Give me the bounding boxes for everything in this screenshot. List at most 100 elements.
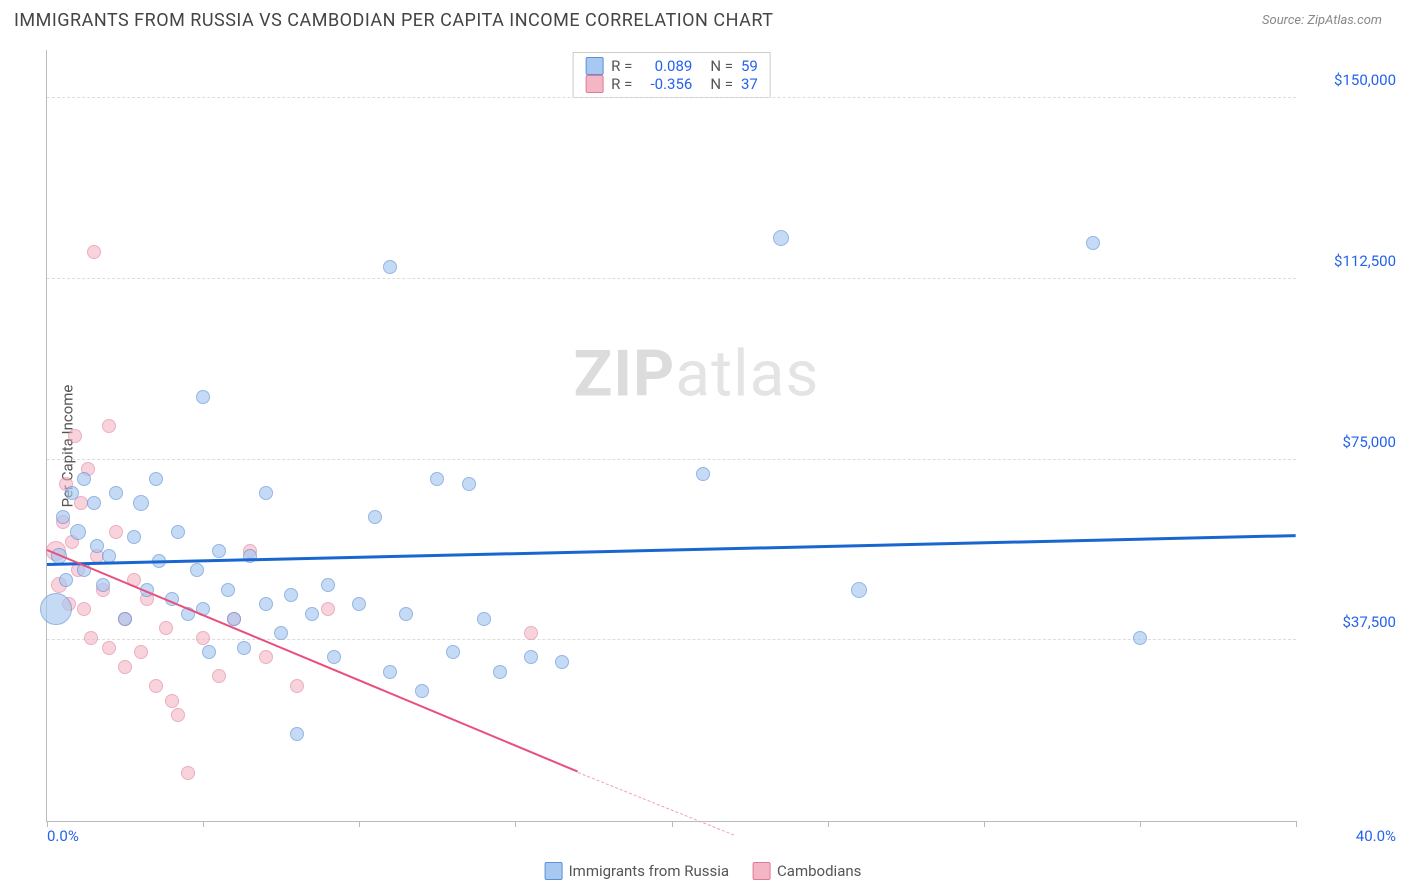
point-russia: [462, 477, 476, 491]
point-russia: [127, 530, 141, 544]
source-label: Source: ZipAtlas.com: [1262, 13, 1382, 28]
legend-item-cambodia: Cambodians: [753, 862, 861, 880]
point-russia: [368, 510, 382, 524]
gridline: [47, 459, 1296, 460]
point-cambodia: [102, 419, 116, 433]
point-russia: [59, 573, 73, 587]
gridline: [47, 278, 1296, 279]
point-russia: [190, 563, 204, 577]
x-tick: [672, 821, 673, 827]
swatch-russia-icon: [545, 862, 563, 880]
x-tick: [203, 821, 204, 827]
point-cambodia: [87, 245, 101, 259]
x-tick: [828, 821, 829, 827]
point-russia: [65, 486, 79, 500]
point-cambodia: [68, 429, 82, 443]
y-tick-label: $75,000: [1306, 433, 1396, 451]
point-russia: [56, 510, 70, 524]
point-russia: [1133, 631, 1147, 645]
point-russia: [70, 524, 86, 540]
point-russia: [493, 665, 507, 679]
point-russia: [109, 486, 123, 500]
point-russia: [202, 645, 216, 659]
point-russia: [696, 467, 710, 481]
point-russia: [133, 495, 149, 511]
point-russia: [327, 650, 341, 664]
chart-plot-area: ZIPatlas R = 0.089 N = 59 R = -0.356 N =…: [46, 50, 1296, 822]
point-russia: [274, 626, 288, 640]
legend-item-russia: Immigrants from Russia: [545, 862, 729, 880]
point-russia: [1086, 236, 1100, 250]
chart-title: IMMIGRANTS FROM RUSSIA VS CAMBODIAN PER …: [14, 10, 773, 31]
point-cambodia: [134, 645, 148, 659]
point-russia: [430, 472, 444, 486]
watermark: ZIPatlas: [573, 336, 819, 411]
point-russia: [259, 486, 273, 500]
point-russia: [305, 607, 319, 621]
point-russia: [399, 607, 413, 621]
stats-legend-box: R = 0.089 N = 59 R = -0.356 N = 37: [572, 52, 771, 98]
point-russia: [352, 597, 366, 611]
swatch-russia: [585, 57, 603, 75]
point-russia: [149, 472, 163, 486]
point-russia: [321, 578, 335, 592]
legend-bottom: Immigrants from Russia Cambodians: [545, 862, 862, 880]
trendline-russia: [47, 534, 1296, 565]
point-russia: [383, 665, 397, 679]
point-russia: [212, 544, 226, 558]
point-russia: [383, 260, 397, 274]
stats-row-cambodia: R = -0.356 N = 37: [585, 75, 758, 93]
point-russia: [118, 612, 132, 626]
gridline: [47, 639, 1296, 640]
point-cambodia: [118, 660, 132, 674]
x-tick: [1296, 821, 1297, 827]
point-cambodia: [524, 626, 538, 640]
point-cambodia: [149, 679, 163, 693]
point-cambodia: [259, 650, 273, 664]
point-russia: [773, 230, 789, 246]
point-cambodia: [159, 621, 173, 635]
point-russia: [87, 496, 101, 510]
point-russia: [227, 612, 241, 626]
point-russia: [477, 612, 491, 626]
point-russia: [415, 684, 429, 698]
swatch-cambodia: [585, 75, 603, 93]
x-max-label: 40.0%: [1306, 827, 1396, 845]
y-tick-label: $112,500: [1306, 252, 1396, 270]
trendline-cambodia-extrapolated: [578, 772, 734, 836]
point-cambodia: [109, 525, 123, 539]
x-min-label: 0.0%: [47, 827, 79, 845]
point-russia: [77, 472, 91, 486]
point-cambodia: [196, 631, 210, 645]
point-russia: [259, 597, 273, 611]
point-russia: [290, 727, 304, 741]
swatch-cambodia-icon: [753, 862, 771, 880]
stats-row-russia: R = 0.089 N = 59: [585, 57, 758, 75]
point-russia: [90, 539, 104, 553]
point-russia: [171, 525, 185, 539]
point-cambodia: [212, 669, 226, 683]
point-cambodia: [77, 602, 91, 616]
point-russia: [851, 582, 867, 598]
point-russia: [196, 390, 210, 404]
y-tick-label: $150,000: [1306, 71, 1396, 89]
point-russia: [40, 593, 72, 625]
x-tick: [515, 821, 516, 827]
point-russia: [284, 588, 298, 602]
x-tick: [1140, 821, 1141, 827]
point-cambodia: [290, 679, 304, 693]
x-tick: [359, 821, 360, 827]
point-cambodia: [165, 694, 179, 708]
point-russia: [524, 650, 538, 664]
point-cambodia: [171, 708, 185, 722]
point-russia: [221, 583, 235, 597]
point-cambodia: [102, 641, 116, 655]
point-russia: [446, 645, 460, 659]
point-cambodia: [181, 766, 195, 780]
point-russia: [96, 578, 110, 592]
point-russia: [237, 641, 251, 655]
gridline: [47, 97, 1296, 98]
point-russia: [555, 655, 569, 669]
point-cambodia: [321, 602, 335, 616]
point-cambodia: [84, 631, 98, 645]
